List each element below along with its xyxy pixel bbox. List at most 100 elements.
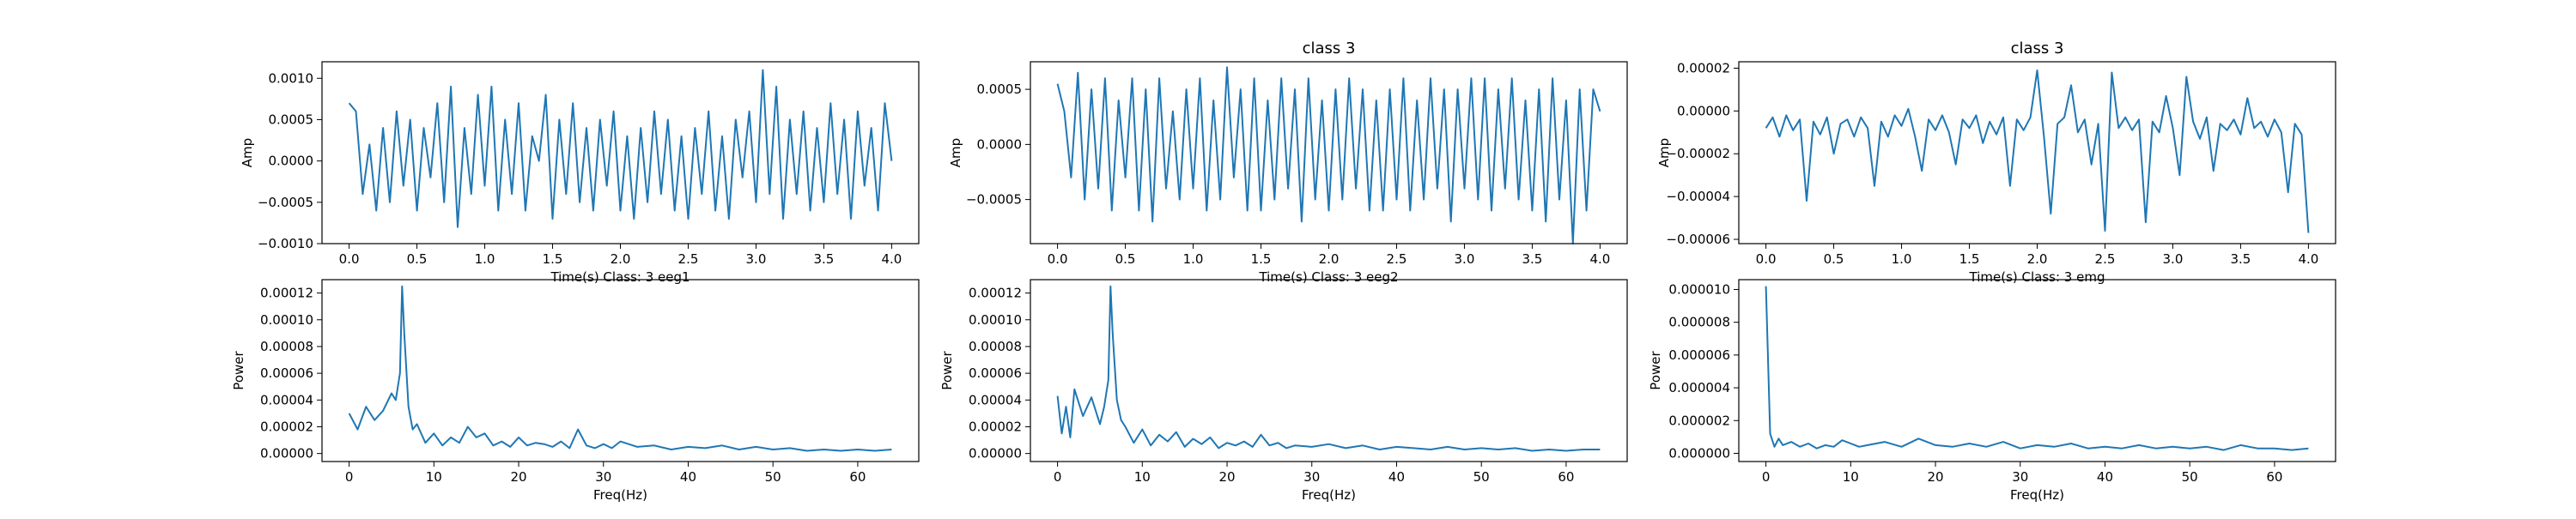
x-tick-label: 4.0 [2298, 251, 2318, 267]
x-tick-label: 0 [1054, 469, 1062, 485]
x-axis-label: Freq(Hz) [593, 487, 647, 503]
x-tick-label: 2.5 [2095, 251, 2116, 267]
y-axis-label: Power [939, 350, 955, 389]
x-axis-label: Time(s) Class: 3 emg [1969, 269, 2105, 285]
x-tick-label: 1.5 [1251, 251, 1272, 267]
x-tick-label: 10 [1843, 469, 1859, 485]
x-tick-label: 30 [1303, 469, 1320, 485]
y-tick-label: 0.000000 [1668, 445, 1730, 461]
panel-emg-time: 0.0 0.5 1.0 1.5 2.0 2.5 3.0 3.5 4.0 −0.00006 −0.00… [1656, 39, 2336, 285]
x-tick-label: 3.0 [746, 251, 767, 267]
y-tick-label: 0.0010 [269, 70, 314, 86]
y-tick-label: −0.0010 [258, 236, 313, 251]
y-tick-label: 0.000008 [1668, 315, 1730, 330]
x-tick-label: 0.0 [339, 251, 360, 267]
y-axis-label: Power [1648, 350, 1663, 389]
y-tick-label: 0.00008 [260, 339, 313, 354]
y-tick-label: 0.00000 [1677, 103, 1730, 118]
x-tick-label: 0.5 [407, 251, 428, 267]
series-line-0 [1056, 66, 1601, 244]
axes-frame [321, 279, 920, 462]
x-tick-label: 50 [1473, 469, 1490, 485]
y-tick-label: −0.00004 [1666, 189, 1730, 204]
axes-frame [1738, 61, 2336, 244]
panel-eeg1-time: 0.0 0.5 1.0 1.5 2.0 2.5 3.0 3.5 4.0 −0.0010 −0.000… [240, 61, 920, 285]
y-tick-label: 0.0005 [269, 112, 314, 127]
y-tick-label: 0.00002 [260, 419, 313, 434]
x-tick-label: 1.0 [475, 251, 495, 267]
x-tick-label: 2.0 [611, 251, 631, 267]
x-tick-label: 20 [1218, 469, 1235, 485]
panel-emg-psd: 0 10 20 30 40 50 60 0.000000 0.000002 0.000004 0.0… [1648, 279, 2336, 503]
x-tick-label: 3.5 [2231, 251, 2251, 267]
panel-eeg1-psd: 0 10 20 30 40 50 60 0.00000 0.00002 0.00004 0.0000… [231, 279, 920, 503]
y-tick-label: −0.0005 [966, 192, 1022, 208]
x-tick-label: 4.0 [1589, 251, 1610, 267]
x-tick-label: 50 [2182, 469, 2198, 485]
y-tick-label: 0.00010 [260, 312, 313, 328]
panel-eeg2-psd: 0 10 20 30 40 50 60 0.00000 0.00002 0.00004 0.0000… [939, 279, 1628, 503]
panel-eeg2-time: 0.0 0.5 1.0 1.5 2.0 2.5 3.0 3.5 4.0 −0.0005 0.0000… [948, 39, 1628, 285]
y-tick-label: 0.0000 [977, 136, 1023, 152]
x-tick-label: 20 [1927, 469, 1943, 485]
axes-frame [1030, 279, 1628, 462]
x-tick-label: 0.5 [1115, 251, 1136, 267]
x-tick-label: 0 [1762, 469, 1771, 485]
series-line-0 [348, 69, 893, 228]
series-line-0 [1765, 286, 2309, 451]
x-tick-label: 1.0 [1892, 251, 1912, 267]
y-tick-label: 0.00008 [969, 339, 1022, 354]
x-tick-label: 2.5 [1387, 251, 1407, 267]
x-tick-label: 2.0 [2027, 251, 2048, 267]
chart-title: class 3 [1303, 39, 1356, 57]
x-tick-label: 60 [1558, 469, 1574, 485]
y-tick-label: 0.00002 [1677, 60, 1730, 75]
axes-frame [1030, 61, 1628, 244]
y-tick-label: 0.000006 [1668, 347, 1730, 363]
series-line-0 [1765, 69, 2310, 233]
x-tick-label: 40 [2097, 469, 2113, 485]
x-axis-label: Time(s) Class: 3 eeg1 [550, 269, 690, 285]
x-axis-label: Freq(Hz) [1302, 487, 1356, 503]
y-axis-label: Power [231, 350, 246, 389]
x-tick-label: 30 [595, 469, 611, 485]
series-line-0 [348, 285, 892, 452]
y-axis-label: Amp [240, 138, 255, 167]
y-tick-label: 0.00000 [260, 446, 313, 462]
y-tick-label: 0.000010 [1668, 281, 1730, 297]
y-tick-label: 0.00010 [969, 312, 1022, 328]
y-tick-label: −0.0005 [258, 195, 313, 210]
x-tick-label: 20 [510, 469, 526, 485]
x-tick-label: 30 [2012, 469, 2028, 485]
axes-frame [1738, 279, 2336, 462]
y-tick-label: 0.000002 [1668, 413, 1730, 428]
y-axis-label: Amp [948, 138, 963, 167]
x-tick-label: 2.5 [678, 251, 699, 267]
chart-title: class 3 [2011, 39, 2064, 57]
x-tick-label: 4.0 [881, 251, 902, 267]
y-tick-label: 0.00000 [969, 446, 1022, 462]
x-tick-label: 0 [345, 469, 354, 485]
axes-frame [321, 61, 920, 244]
y-tick-label: 0.00004 [969, 392, 1022, 407]
y-tick-label: −0.00006 [1666, 232, 1730, 247]
x-axis-label: Freq(Hz) [2010, 487, 2064, 503]
x-tick-label: 60 [2266, 469, 2282, 485]
x-tick-label: 60 [849, 469, 866, 485]
y-tick-label: 0.00006 [969, 365, 1022, 381]
y-axis-label: Amp [1656, 138, 1672, 167]
x-tick-label: 2.0 [1319, 251, 1340, 267]
y-tick-label: 0.00004 [260, 392, 313, 407]
x-tick-label: 0.0 [1756, 251, 1777, 267]
x-tick-label: 3.5 [1522, 251, 1543, 267]
y-tick-label: 0.00006 [260, 365, 313, 381]
x-tick-label: 10 [1134, 469, 1151, 485]
x-tick-label: 0.5 [1824, 251, 1844, 267]
series-line-0 [1056, 285, 1601, 452]
y-tick-label: −0.00002 [1666, 146, 1730, 161]
y-tick-label: 0.00012 [260, 286, 313, 301]
y-tick-label: 0.00012 [969, 286, 1022, 301]
x-tick-label: 3.0 [1455, 251, 1475, 267]
y-tick-label: 0.000004 [1668, 380, 1730, 395]
